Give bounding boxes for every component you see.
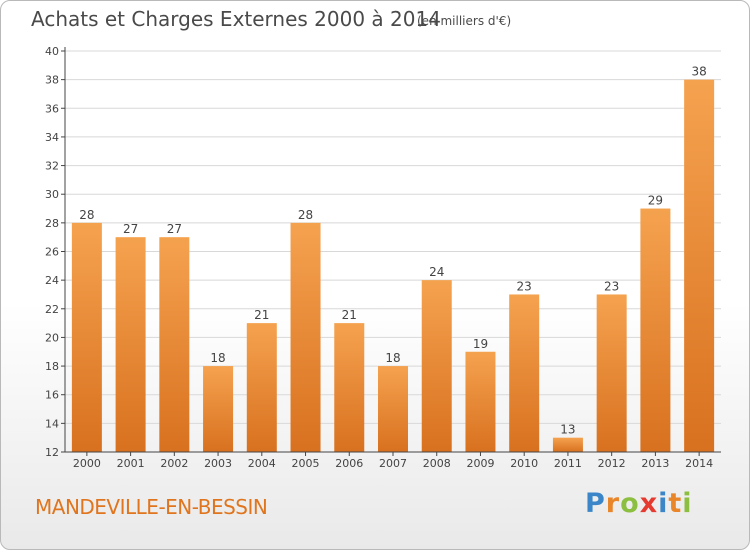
bar-value-label: 38 [691, 65, 706, 79]
bar-value-label: 24 [429, 265, 444, 279]
bar-2006 [334, 323, 365, 452]
x-tick-label: 2001 [117, 457, 145, 470]
y-tick-label: 24 [45, 274, 59, 287]
bars [71, 79, 715, 453]
bar-2000 [71, 222, 102, 452]
bar-value-label: 28 [79, 208, 94, 222]
logo-letter: r [605, 488, 621, 519]
bar-2009 [465, 351, 496, 452]
bar-2007 [378, 366, 408, 452]
bar-2001 [115, 237, 146, 452]
bar-value-label: 28 [298, 208, 313, 222]
y-tick-label: 14 [45, 417, 59, 430]
y-tick-label: 22 [45, 303, 59, 316]
bar-2013 [640, 208, 671, 452]
y-tick-label: 18 [45, 360, 59, 373]
x-tick-label: 2012 [598, 457, 626, 470]
y-tick-label: 16 [45, 389, 59, 402]
x-tick-label: 2014 [685, 457, 713, 470]
bar-value-label: 27 [167, 222, 182, 236]
bar-value-label: 21 [342, 308, 357, 322]
bar-2012 [596, 294, 627, 452]
bar-2011 [552, 437, 583, 452]
bar-value-label: 27 [123, 222, 138, 236]
labels: 12 14 16 18 20 22 24 26 28 30 32 34 36 38 40 28 2000 27 20… [45, 45, 713, 470]
bar-value-label: 13 [560, 423, 575, 437]
logo-letter: x [639, 488, 659, 519]
logo-letter: t [668, 488, 683, 519]
x-tick-label: 2013 [641, 457, 669, 470]
x-tick-label: 2002 [160, 457, 188, 470]
bar-2014 [684, 79, 715, 453]
axes [61, 47, 721, 456]
bar-value-label: 19 [473, 337, 488, 351]
bar-2004 [246, 323, 277, 452]
y-tick-label: 32 [45, 160, 59, 173]
bar-value-label: 18 [385, 351, 400, 365]
chart-title: Achats et Charges Externes 2000 à 2014 [31, 7, 441, 31]
bar-value-label: 29 [648, 194, 663, 208]
x-tick-label: 2004 [248, 457, 276, 470]
y-tick-label: 34 [45, 131, 59, 144]
y-tick-label: 38 [45, 74, 59, 87]
bar-2005 [290, 222, 321, 452]
x-tick-label: 2003 [204, 457, 232, 470]
city-name: MANDEVILLE-EN-BESSIN [35, 495, 268, 519]
x-tick-label: 2005 [292, 457, 320, 470]
x-tick-label: 2009 [466, 457, 494, 470]
logo-letter: P [585, 488, 606, 519]
y-tick-label: 30 [45, 188, 59, 201]
x-tick-label: 2006 [335, 457, 363, 470]
bar-2002 [159, 237, 190, 452]
bar-2003 [203, 366, 234, 452]
y-tick-label: 36 [45, 102, 59, 115]
bar-value-label: 23 [517, 279, 532, 293]
bar-value-label: 21 [254, 308, 269, 322]
bar-value-label: 18 [210, 351, 225, 365]
y-tick-label: 28 [45, 217, 59, 230]
y-tick-label: 26 [45, 246, 59, 259]
bar-value-label: 23 [604, 279, 619, 293]
x-tick-label: 2000 [73, 457, 101, 470]
x-tick-label: 2011 [554, 457, 582, 470]
y-tick-label: 40 [45, 45, 59, 58]
logo-letter: i [682, 488, 693, 519]
proxiti-logo: Proxiti [585, 488, 693, 519]
logo-letter: o [620, 488, 640, 519]
x-tick-label: 2010 [510, 457, 538, 470]
x-tick-label: 2007 [379, 457, 407, 470]
logo-letter: i [658, 488, 669, 519]
chart-unit: (en milliers d'€) [417, 14, 512, 28]
y-tick-label: 20 [45, 331, 59, 344]
bar-2008 [421, 280, 452, 452]
bar-2010 [509, 294, 540, 452]
x-tick-label: 2008 [423, 457, 451, 470]
y-tick-label: 12 [45, 446, 59, 459]
